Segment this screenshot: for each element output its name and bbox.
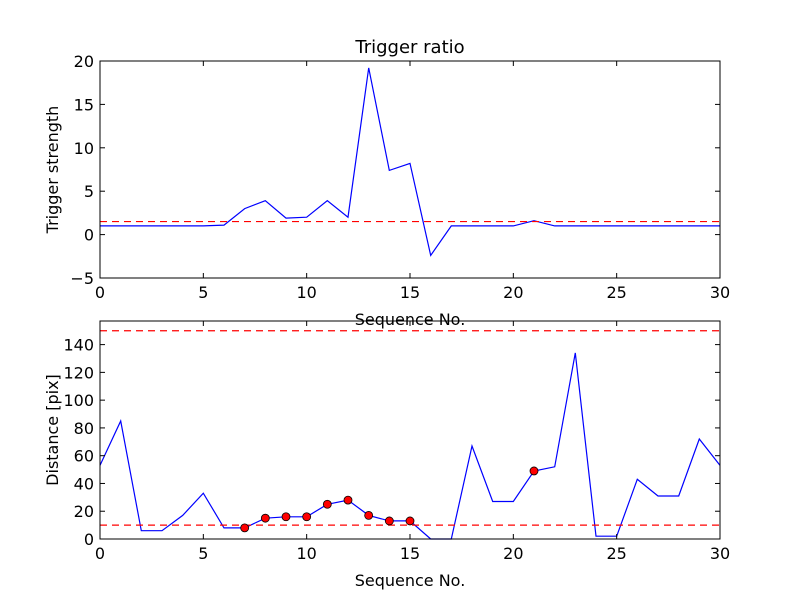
- x-tick-label: 20: [503, 544, 523, 563]
- y-tick-label: 20: [74, 52, 94, 71]
- y-axis-label: Trigger strength: [43, 106, 62, 235]
- y-tick-label: 140: [63, 336, 94, 355]
- y-tick-label: 80: [74, 419, 94, 438]
- highlighted-point: [302, 512, 312, 522]
- y-axis-label: Distance [pix]: [43, 374, 62, 486]
- x-tick-label: 0: [95, 283, 105, 302]
- y-tick-label: 40: [74, 474, 94, 493]
- x-tick-label: 10: [296, 544, 316, 563]
- x-tick-label: 25: [606, 283, 626, 302]
- x-tick-label: 20: [503, 283, 523, 302]
- chart-title: Trigger ratio: [354, 37, 464, 58]
- highlighted-point: [322, 499, 332, 509]
- x-tick-label: 25: [606, 544, 626, 563]
- y-tick-label: 120: [63, 363, 94, 382]
- x-tick-label: 15: [400, 544, 420, 563]
- highlighted-point: [281, 512, 291, 522]
- highlighted-point: [405, 516, 415, 526]
- highlighted-point: [384, 516, 394, 526]
- x-tick-label: 10: [296, 283, 316, 302]
- axes-frame: [99, 60, 721, 279]
- x-tick-label: 15: [400, 283, 420, 302]
- x-tick-label: 30: [710, 544, 730, 563]
- y-tick-label: 15: [74, 95, 94, 114]
- highlighted-point: [343, 495, 353, 505]
- series-line-0: [100, 67, 720, 257]
- y-tick-label: 60: [74, 447, 94, 466]
- highlighted-point: [364, 510, 374, 520]
- x-tick-label: 5: [198, 544, 208, 563]
- highlighted-point: [260, 513, 270, 523]
- y-tick-label: −5: [70, 269, 94, 288]
- y-tick-label: 5: [84, 182, 94, 201]
- distance-panel: 0 5 10 15 20 25 30 0 20 40 60 80 100 120 140 Sequence N…: [43, 320, 730, 590]
- y-tick-label: 10: [74, 139, 94, 158]
- x-axis-label: Sequence No.: [355, 310, 466, 329]
- y-tick-label: 20: [74, 502, 94, 521]
- y-tick-label: 100: [63, 391, 94, 410]
- highlighted-point: [529, 466, 539, 476]
- highlighted-point: [240, 523, 250, 533]
- y-tick-label: 0: [84, 530, 94, 549]
- x-tick-label: 5: [198, 283, 208, 302]
- series-line-0: [99, 352, 721, 540]
- x-axis-label: Sequence No.: [355, 571, 466, 590]
- x-tick-label: 30: [710, 283, 730, 302]
- x-tick-label: 0: [95, 544, 105, 563]
- y-tick-label: 0: [84, 226, 94, 245]
